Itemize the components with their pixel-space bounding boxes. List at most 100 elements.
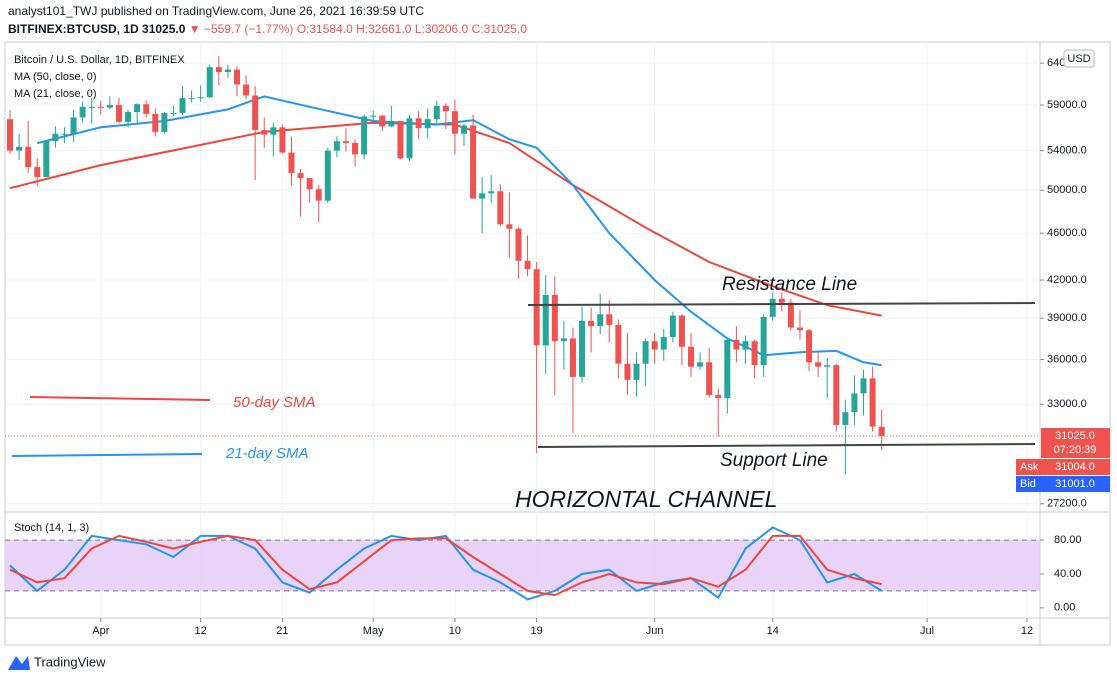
candle-body [61,133,68,135]
candle-body [778,298,785,303]
sma21-sample [11,453,203,457]
last-price: 31025.0 [1055,430,1095,442]
y-tick-label: 59000.0 [1047,99,1087,111]
candle-body [651,341,658,350]
candle-body [751,341,758,366]
high: H:32661.0 [356,22,412,36]
candle-body [252,95,259,131]
publisher: analyst101_TWJ published on TradingView.… [8,4,424,18]
y-tick-label: 50000.0 [1047,184,1087,196]
candle-body [724,339,731,399]
candle-body [678,315,685,347]
candle-body [506,224,513,229]
candle-body [143,104,150,114]
x-tick-label: Apr [92,625,109,637]
candle-body [833,365,840,425]
open: O:31584.0 [297,22,353,36]
candle-body [787,302,794,328]
candle-body [234,69,240,85]
last: 31025.0 [142,22,186,36]
candle-body [769,298,776,317]
candle-body [488,191,495,194]
low: L:30206.0 [415,22,469,36]
candle-body [597,314,604,327]
candle-body [742,341,749,350]
candle-body [824,365,831,367]
candle-body [796,327,803,331]
x-tick-label: 10 [449,625,461,637]
candle-body [279,127,286,153]
candle-body [424,119,431,129]
y-tick-label: 80.00 [1054,534,1082,546]
candle-body [270,127,277,135]
candle-body [569,338,576,377]
candle-body [470,125,477,199]
y-tick-label: 36000.0 [1047,353,1087,365]
currency[interactable]: USD [1067,53,1090,65]
stoch-title: Stoch (14, 1, 3) [14,522,89,534]
y-tick-label: 42000.0 [1047,274,1087,286]
candle-body [433,105,440,120]
chart-title: Bitcoin / U.S. Dollar, 1D, BITFINEX [14,54,185,66]
candle-body [197,97,204,99]
candle-body [642,341,649,364]
brand-logo [8,656,30,670]
candle-body [70,117,77,134]
y-tick-label: 0.00 [1054,602,1075,614]
candle-body [306,178,313,190]
candle-body [869,378,876,427]
candle-body [406,118,413,159]
sma50-sample [29,396,211,401]
symbol-line: BITFINEX:BTCUSD, 1D 31025.0 ▼ −559.7 (−1… [8,22,527,36]
candle-body [261,130,268,135]
candle-body [315,189,322,201]
annotation: Resistance Line [722,274,857,295]
x-tick-label: Jul [920,625,934,637]
countdown: 07:20:39 [1054,444,1097,456]
change: ▼ −559.7 (−1.77%) [189,22,294,36]
candle-body [215,67,222,73]
candle-body [806,330,813,363]
candle-body [333,141,340,151]
currency-box[interactable] [1063,49,1095,68]
resistance-line [527,302,1036,306]
candle-body [34,167,41,178]
candle-body [52,133,59,142]
candle-body [352,143,359,155]
candle-body [851,393,858,413]
y-tick-label: 39000.0 [1047,312,1087,324]
candle-body [551,294,558,342]
candle-body [606,314,613,325]
candle-body [79,106,86,118]
x-tick-label: 14 [767,625,779,637]
candle-body [188,98,195,100]
candle-body [461,125,467,134]
candle-body [106,105,113,108]
y-tick-label: 40.00 [1054,568,1082,580]
ask-box [1016,459,1110,475]
candle-body [224,69,231,73]
annotation: 50-day SMA [233,394,316,411]
candle-body [388,120,395,127]
x-tick-label: Jun [646,625,664,637]
candle-body [161,112,168,132]
candle-body [397,120,404,159]
candle-body [297,173,304,179]
candle-body [715,394,722,399]
candle-body [16,146,23,151]
x-tick-label: 21 [276,625,288,637]
y-tick-label: 46000.0 [1047,227,1087,239]
candle-body [533,269,540,346]
annotation: HORIZONTAL CHANNEL [515,486,777,512]
candle-body [842,412,849,425]
support-line [537,443,1036,448]
brand: TradingView [34,654,106,669]
candle-body [342,141,349,144]
last-price-box [1041,428,1110,458]
y-tick-label: 54000.0 [1047,145,1087,157]
candle-body [170,112,177,114]
candle-body [361,116,368,155]
candle-body [624,363,631,380]
candle-body [379,115,386,127]
x-tick-label: 12 [195,625,207,637]
